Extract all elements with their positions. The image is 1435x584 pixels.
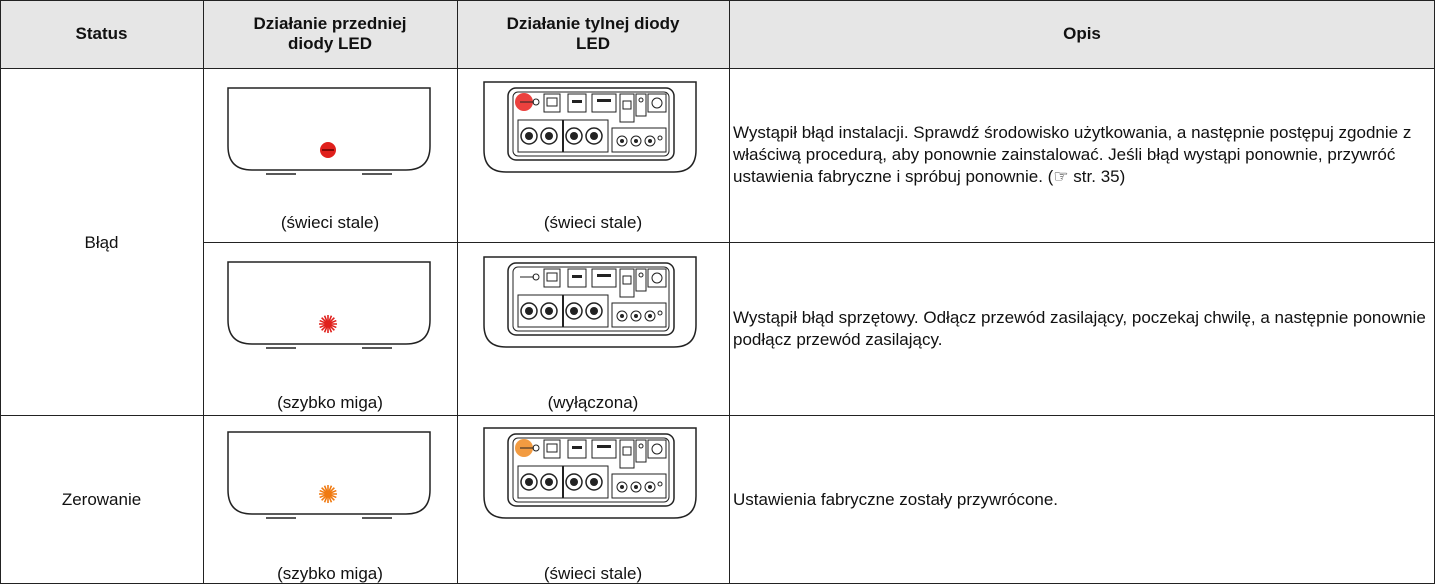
border — [0, 68, 1435, 69]
back-caption: (świeci stale) — [543, 564, 643, 583]
border — [729, 0, 730, 584]
border — [0, 0, 1, 584]
back-caption: (wyłączona) — [547, 393, 639, 412]
front-caption: (szybko miga) — [277, 564, 383, 583]
header-front: Działanie przedniej diody LED — [203, 0, 457, 68]
header-description: Opis — [729, 0, 1435, 68]
header-front-text: Działanie przedniej diody LED — [253, 14, 407, 53]
back-device — [483, 81, 697, 173]
front-caption: (świeci stale) — [280, 213, 380, 232]
header-back-text: Działanie tylnej diody LED — [506, 14, 680, 53]
status: Błąd — [84, 233, 119, 252]
front-device — [227, 261, 431, 349]
header-back: Działanie tylnej diody LED — [457, 0, 729, 68]
front-device — [227, 431, 431, 519]
front-device — [227, 87, 431, 175]
border — [203, 0, 204, 584]
front-caption: (szybko miga) — [277, 393, 383, 412]
back-caption: (świeci stale) — [543, 213, 643, 232]
back-device — [483, 256, 697, 348]
description: Wystąpił błąd instalacji. Sprawdź środow… — [733, 123, 1412, 186]
border — [0, 0, 1435, 1]
header-status: Status — [0, 0, 203, 68]
border — [0, 415, 1435, 416]
description: Wystąpił błąd sprzętowy. Odłącz przewód … — [733, 307, 1426, 349]
description: Ustawienia fabryczne zostały przywrócone… — [733, 489, 1059, 509]
status: Zerowanie — [61, 490, 142, 509]
back-device — [483, 427, 697, 519]
border — [203, 242, 1435, 243]
border — [457, 0, 458, 584]
